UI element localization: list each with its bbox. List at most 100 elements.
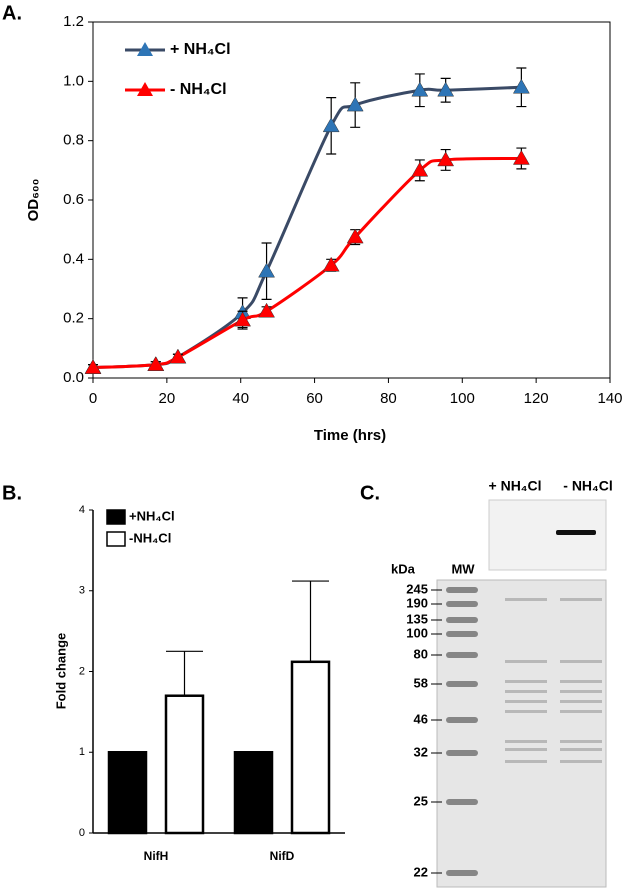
marker-label: 80: [414, 646, 428, 661]
ladder-band: [446, 750, 478, 756]
legend-marker: [137, 42, 153, 56]
ladder-band: [446, 652, 478, 658]
marker-label: 46: [414, 711, 428, 726]
x-tick-label: 60: [306, 390, 323, 407]
data-point: [437, 81, 455, 97]
x-axis-label: Time (hrs): [314, 427, 386, 444]
panel-label: A.: [2, 2, 22, 24]
y-tick-label: 0.2: [63, 310, 84, 327]
y-tick-label: 0.0: [63, 369, 84, 386]
ladder-band: [446, 617, 478, 623]
y-axis-label: OD₆₀₀: [25, 179, 42, 222]
x-tick-label: 0: [89, 390, 97, 407]
x-tick-label: 40: [232, 390, 249, 407]
marker-label: 32: [414, 744, 428, 759]
plot-frame: [92, 21, 611, 379]
sample-band: [560, 748, 602, 751]
y-tick-label: 3: [79, 585, 85, 597]
sample-band: [505, 748, 547, 751]
ladder-band: [446, 717, 478, 723]
lane-label: + NH₄Cl: [489, 478, 542, 494]
data-point: [84, 359, 102, 374]
sample-band: [505, 660, 547, 663]
data-point: [322, 117, 340, 133]
bar: [164, 694, 205, 835]
y-tick-label: 2: [79, 665, 85, 677]
marker-label: 135: [406, 611, 428, 626]
ladder-band: [446, 587, 478, 593]
marker-label: 100: [406, 625, 428, 640]
marker-label: 22: [414, 864, 428, 879]
x-tick-label: 20: [159, 390, 176, 407]
x-tick-label: 140: [597, 390, 622, 407]
data-point: [411, 81, 429, 97]
sample-band: [560, 740, 602, 743]
y-tick-label: 0.4: [63, 250, 84, 267]
sample-band: [560, 680, 602, 683]
sample-band: [560, 760, 602, 763]
data-point: [346, 96, 364, 112]
y-tick-label: 4: [79, 504, 85, 516]
sample-band: [560, 598, 602, 601]
data-point: [258, 302, 275, 318]
legend-label: - NH₄Cl: [170, 81, 227, 98]
ladder-band: [446, 601, 478, 607]
sample-band: [505, 710, 547, 713]
marker-label: 25: [414, 793, 428, 808]
data-point: [411, 161, 429, 177]
gel-image: [436, 579, 607, 888]
sample-band: [560, 710, 602, 713]
y-tick-label: 1.2: [63, 13, 84, 30]
panel-label: C.: [360, 482, 380, 504]
bar: [107, 751, 148, 835]
bar: [233, 751, 274, 835]
sample-band: [505, 680, 547, 683]
data-point: [258, 262, 275, 278]
sample-band: [505, 700, 547, 703]
legend-swatch: [106, 531, 126, 547]
x-tick-label: NifD: [270, 849, 295, 863]
legend-label: + NH₄Cl: [170, 41, 231, 58]
y-tick-label: 1: [79, 746, 85, 758]
legend-label: -NH₄Cl: [129, 530, 171, 545]
error-bar: [166, 650, 203, 696]
unit-label: kDa: [391, 561, 416, 576]
sample-band: [560, 660, 602, 663]
data-point: [512, 149, 530, 165]
sample-band: [560, 700, 602, 703]
y-axis-label: Fold change: [53, 633, 68, 710]
marker-label: 58: [414, 675, 428, 690]
marker-label: 245: [406, 581, 428, 596]
x-tick-label: 100: [450, 390, 475, 407]
ladder-label: MW: [451, 561, 475, 576]
marker-label: 190: [406, 595, 428, 610]
legend-marker: [137, 82, 153, 96]
sample-band: [505, 690, 547, 693]
blot-band: [556, 530, 596, 535]
series-line: [92, 156, 522, 370]
error-bar: [292, 580, 329, 662]
lane-label: - NH₄Cl: [563, 478, 612, 494]
panel-label: B.: [2, 482, 22, 504]
ladder-band: [446, 681, 478, 687]
y-tick-label: 0.8: [63, 132, 84, 149]
series-line: [92, 85, 522, 370]
data-point: [234, 311, 251, 327]
legend-swatch: [106, 509, 126, 525]
bar: [290, 660, 331, 835]
ladder-band: [446, 799, 478, 805]
sample-band: [560, 690, 602, 693]
sample-band: [505, 740, 547, 743]
x-tick-label: 80: [380, 390, 397, 407]
data-point: [512, 78, 530, 94]
data-point: [169, 348, 187, 364]
sample-band: [505, 598, 547, 601]
data-point: [147, 356, 165, 371]
y-tick-label: 1.0: [63, 72, 84, 89]
sample-band: [505, 760, 547, 763]
y-tick-label: 0: [79, 827, 85, 839]
ladder-band: [446, 870, 478, 876]
x-tick-label: 120: [524, 390, 549, 407]
legend-label: +NH₄Cl: [129, 508, 175, 523]
